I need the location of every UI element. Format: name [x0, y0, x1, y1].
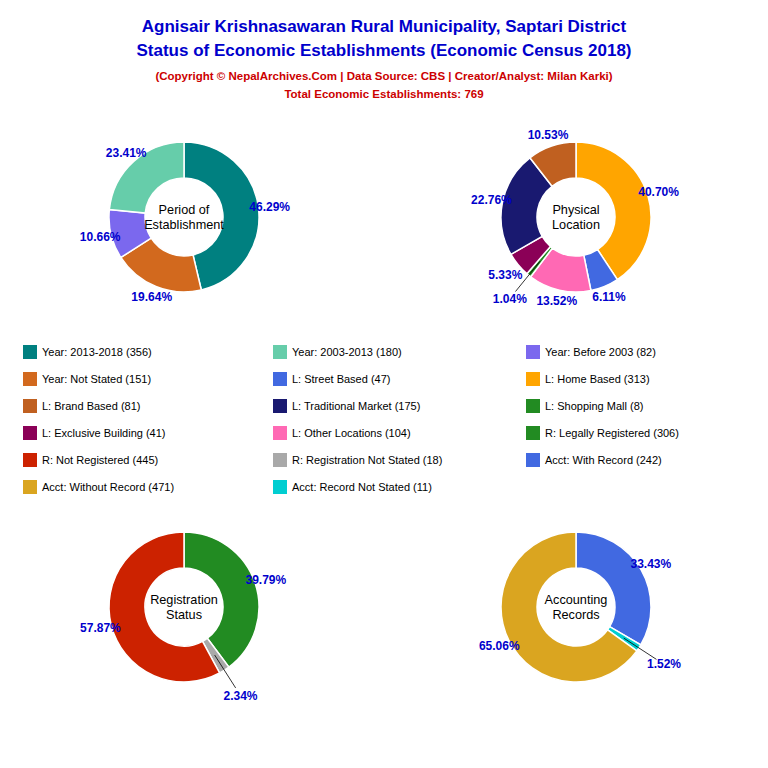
- data-label: 39.79%: [245, 573, 286, 587]
- data-label: 5.33%: [488, 268, 522, 282]
- legend-label: Acct: Without Record (471): [42, 481, 174, 493]
- legend-label: L: Shopping Mall (8): [545, 400, 643, 412]
- legend-label: R: Registration Not Stated (18): [292, 454, 442, 466]
- subtitle: (Copyright © NepalArchives.Com | Data So…: [155, 70, 612, 82]
- slice: [501, 532, 637, 682]
- legend-swatch: [273, 345, 287, 359]
- data-label: 46.29%: [249, 200, 290, 214]
- figure: Agnisair Krishnasawaran Rural Municipali…: [0, 0, 768, 768]
- legend-label: Acct: With Record (242): [545, 454, 662, 466]
- legend-swatch: [273, 372, 287, 386]
- data-label: 65.06%: [479, 639, 520, 653]
- data-label: 10.66%: [80, 230, 121, 244]
- center-label: PhysicalLocation: [552, 203, 600, 232]
- legend-swatch: [23, 480, 37, 494]
- legend-label: L: Street Based (47): [292, 373, 390, 385]
- legend: Year: 2013-2018 (356) Year: Not Stated (1…: [23, 345, 679, 494]
- legend-label: R: Legally Registered (306): [545, 427, 679, 439]
- legend-label: Year: 2003-2013 (180): [292, 346, 402, 358]
- legend-swatch: [526, 453, 540, 467]
- legend-label: L: Home Based (313): [545, 373, 650, 385]
- legend-swatch: [526, 426, 540, 440]
- legend-label: L: Exclusive Building (41): [42, 427, 166, 439]
- legend-label: L: Other Locations (104): [292, 427, 411, 439]
- legend-label: Year: 2013-2018 (356): [42, 346, 152, 358]
- data-label: 40.70%: [638, 185, 679, 199]
- legend-swatch: [23, 372, 37, 386]
- legend-label: Acct: Record Not Stated (11): [292, 481, 432, 493]
- data-label: 1.52%: [647, 657, 681, 671]
- legend-label: Year: Before 2003 (82): [545, 346, 656, 358]
- legend-label: Year: Not Stated (151): [42, 373, 151, 385]
- data-label: 2.34%: [223, 689, 257, 703]
- donut: Period ofEstablishment 46.29% 19.64% 10.66%…: [80, 142, 291, 304]
- center-label: AccountingRecords: [545, 593, 608, 622]
- legend-label: R: Not Registered (445): [42, 454, 158, 466]
- legend-swatch: [526, 399, 540, 413]
- legend-swatch: [526, 372, 540, 386]
- slice: [109, 532, 220, 682]
- legend-swatch: [23, 345, 37, 359]
- legend-swatch: [273, 426, 287, 440]
- data-label: 1.04%: [493, 292, 527, 306]
- data-label: 13.52%: [536, 294, 577, 308]
- title: Status of Economic Establishments (Econo…: [136, 41, 631, 60]
- data-label: 57.87%: [80, 621, 121, 635]
- legend-swatch: [273, 480, 287, 494]
- data-label: 10.53%: [528, 128, 569, 142]
- data-label: 22.76%: [471, 193, 512, 207]
- legend-swatch: [23, 453, 37, 467]
- legend-swatch: [273, 453, 287, 467]
- data-label: 23.41%: [106, 146, 147, 160]
- donut: PhysicalLocation 40.70% 6.11% 13.52% 1.04% 5.…: [471, 128, 679, 308]
- legend-swatch: [526, 345, 540, 359]
- center-label: Period ofEstablishment: [144, 203, 224, 232]
- leader-line: [624, 638, 657, 659]
- legend-label: L: Brand Based (81): [42, 400, 140, 412]
- data-label: 6.11%: [592, 290, 626, 304]
- slice: [576, 532, 651, 645]
- slice: [530, 142, 576, 186]
- data-label: 33.43%: [630, 557, 671, 571]
- subtitle: Total Economic Establishments: 769: [284, 88, 483, 100]
- donut: RegistrationStatus 39.79% 2.34% 57.87%: [80, 532, 287, 703]
- donut: AccountingRecords 33.43% 1.52% 65.06%: [479, 532, 681, 682]
- legend-swatch: [23, 426, 37, 440]
- legend-swatch: [273, 399, 287, 413]
- legend-label: L: Traditional Market (175): [292, 400, 420, 412]
- legend-swatch: [23, 399, 37, 413]
- leader-line: [215, 655, 236, 688]
- center-label: RegistrationStatus: [150, 593, 218, 622]
- data-label: 19.64%: [131, 290, 172, 304]
- title: Agnisair Krishnasawaran Rural Municipali…: [142, 17, 627, 36]
